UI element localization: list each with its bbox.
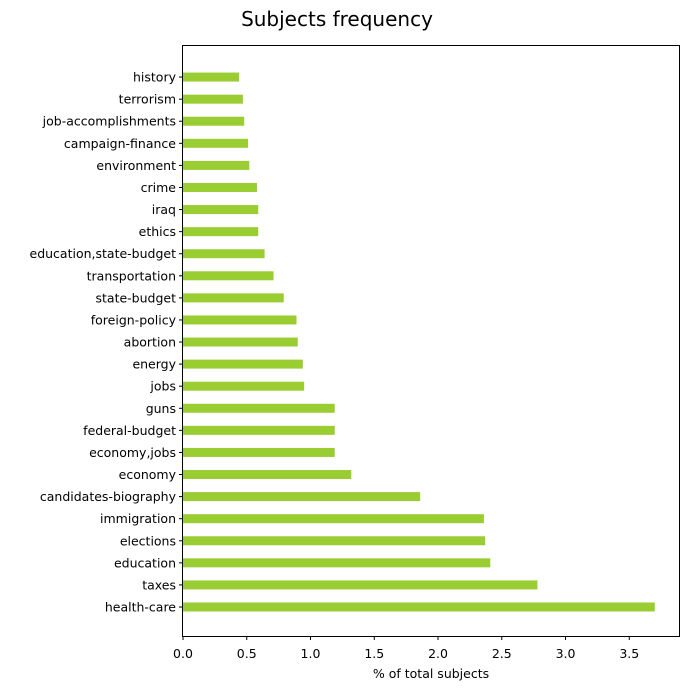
category-label: taxes (142, 577, 176, 592)
category-label: energy (132, 357, 176, 372)
chart-title: Subjects frequency (241, 7, 433, 31)
bars-group (183, 72, 655, 612)
bar-crime (183, 182, 257, 192)
x-tick-label: 3.5 (619, 646, 639, 661)
x-tick-label: 0.5 (237, 646, 257, 661)
bar-history (183, 72, 240, 82)
bar-ethics (183, 227, 259, 237)
category-label: education (114, 555, 176, 570)
bar-federal-budget (183, 425, 335, 435)
category-label: economy (119, 467, 177, 482)
x-axis-label: % of total subjects (373, 666, 489, 681)
category-label: foreign-policy (91, 312, 177, 327)
bar-energy (183, 359, 303, 369)
category-label: iraq (152, 202, 176, 217)
plot-frame (182, 45, 680, 637)
x-tick-label: 2.0 (428, 646, 448, 661)
x-ticks-group: 0.0 0.5 1.0 1.5 2.0 2.5 3.0 3.5 (173, 636, 639, 661)
category-label: campaign-finance (64, 136, 176, 151)
category-label: crime (141, 180, 177, 195)
category-label: health-care (105, 600, 176, 615)
category-label: immigration (100, 511, 176, 526)
bar-abortion (183, 337, 298, 347)
bar-health-care (183, 602, 655, 612)
category-label: environment (96, 158, 176, 173)
category-label: ethics (139, 224, 176, 239)
category-label: guns (146, 401, 176, 416)
category-label: elections (120, 533, 176, 548)
category-label: state-budget (96, 290, 177, 305)
category-label: education,state-budget (30, 246, 177, 261)
bar-elections (183, 536, 486, 546)
category-label: jobs (149, 379, 176, 394)
bar-economy-jobs (183, 447, 335, 457)
category-label: terrorism (119, 92, 176, 107)
bar-education-state-budget (183, 249, 265, 259)
x-tick-label: 3.0 (556, 646, 576, 661)
bar-jobs (183, 381, 305, 391)
bar-economy (183, 470, 352, 480)
category-label: economy,jobs (89, 445, 176, 460)
x-tick-label: 2.5 (492, 646, 512, 661)
bar-state-budget (183, 293, 284, 303)
category-label: history (133, 70, 177, 85)
x-tick-label: 1.5 (364, 646, 384, 661)
category-label: transportation (87, 268, 176, 283)
bar-guns (183, 403, 335, 413)
bar-job-accomplishments (183, 116, 245, 126)
bar-campaign-finance (183, 138, 249, 148)
category-labels-group: health-care taxes education elections immigr… (30, 70, 183, 615)
category-label: candidates-biography (40, 489, 177, 504)
x-tick-label: 1.0 (301, 646, 321, 661)
category-label: federal-budget (83, 423, 176, 438)
x-tick-label: 0.0 (173, 646, 193, 661)
bar-immigration (183, 514, 484, 524)
bar-transportation (183, 271, 274, 281)
bar-candidates-biography (183, 492, 421, 502)
bar-terrorism (183, 94, 243, 104)
bar-foreign-policy (183, 315, 297, 325)
bar-education (183, 558, 491, 568)
bar-taxes (183, 580, 538, 590)
bar-iraq (183, 205, 259, 215)
category-label: abortion (124, 335, 176, 350)
bar-environment (183, 160, 250, 170)
category-label: job-accomplishments (42, 114, 176, 129)
